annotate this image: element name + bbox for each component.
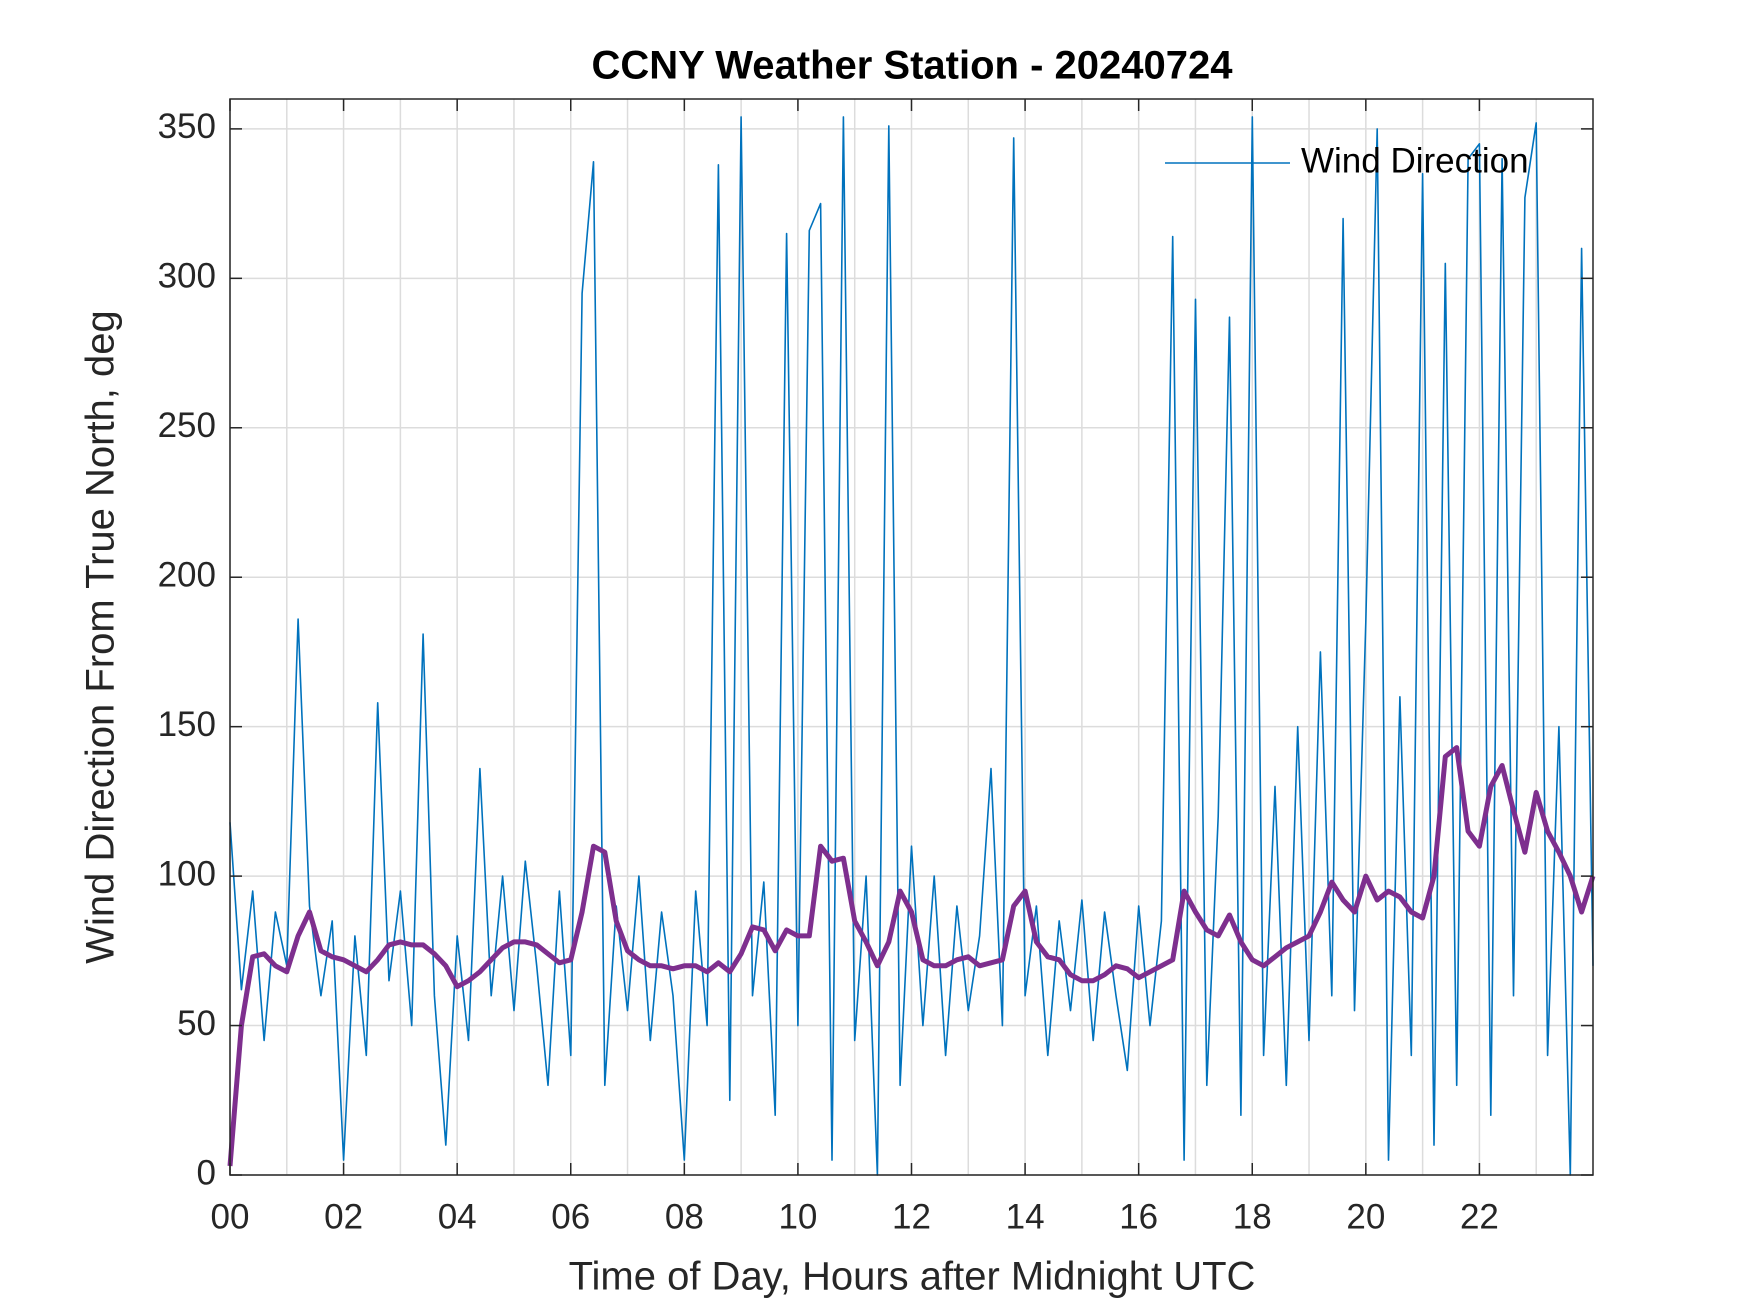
x-tick-label: 06 bbox=[551, 1197, 590, 1236]
y-axis-label: Wind Direction From True North, deg bbox=[79, 310, 123, 964]
x-tick-label: 08 bbox=[665, 1197, 704, 1236]
y-tick-label: 350 bbox=[158, 107, 216, 146]
y-tick-label: 150 bbox=[158, 705, 216, 744]
y-tick-label: 200 bbox=[158, 555, 216, 594]
data-line bbox=[227, 745, 1596, 1167]
y-tick-label: 250 bbox=[158, 406, 216, 445]
y-tick-label: 100 bbox=[158, 854, 216, 893]
x-tick-label: 00 bbox=[211, 1197, 250, 1236]
x-tick-label: 12 bbox=[892, 1197, 931, 1236]
x-tick-label: 18 bbox=[1233, 1197, 1272, 1236]
x-tick-label: 10 bbox=[778, 1197, 817, 1236]
chart-title: CCNY Weather Station - 20240724 bbox=[592, 44, 1234, 88]
y-tick-label: 0 bbox=[197, 1153, 216, 1192]
x-tick-label: 04 bbox=[438, 1197, 477, 1236]
y-tick-label: 300 bbox=[158, 257, 216, 296]
x-tick-label: 16 bbox=[1119, 1197, 1158, 1236]
x-tick-label: 20 bbox=[1346, 1197, 1385, 1236]
x-tick-label: 14 bbox=[1006, 1197, 1045, 1236]
x-axis-label: Time of Day, Hours after Midnight UTC bbox=[569, 1255, 1256, 1299]
y-tick-label: 50 bbox=[177, 1004, 216, 1043]
data-line bbox=[229, 116, 1594, 1176]
x-tick-label: 02 bbox=[324, 1197, 363, 1236]
x-tick-label: 22 bbox=[1460, 1197, 1499, 1236]
legend-label: Wind Direction bbox=[1301, 141, 1529, 180]
